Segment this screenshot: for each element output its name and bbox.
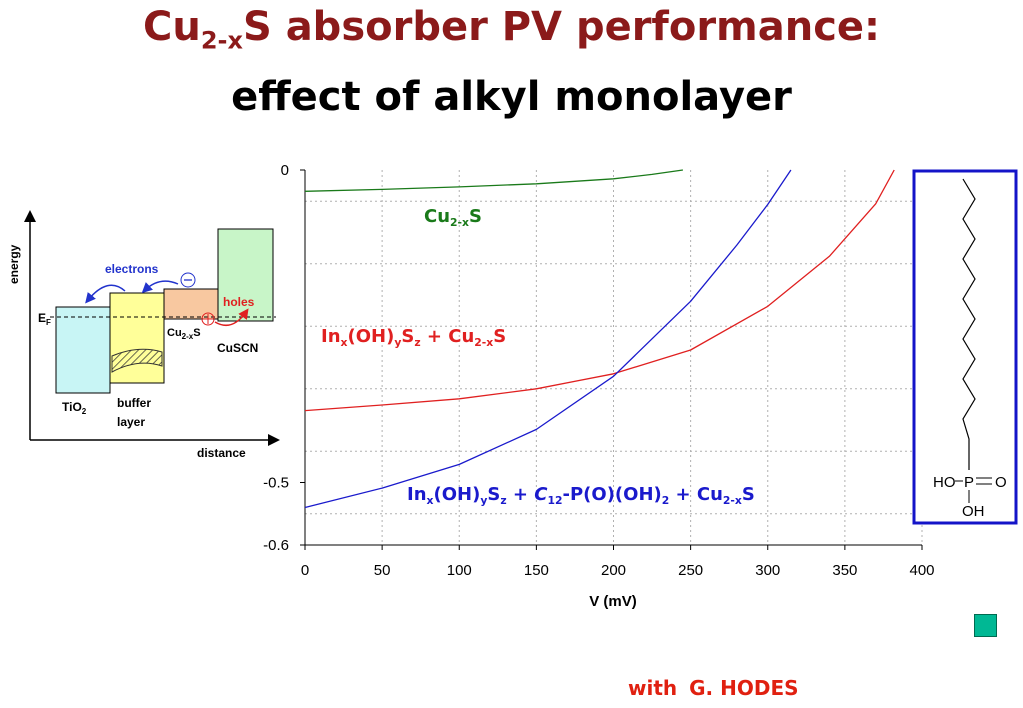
- x-tick-label: 400: [909, 562, 934, 579]
- slide-marker-square: [974, 614, 997, 637]
- y-tick-label: -0.6: [263, 537, 289, 554]
- series-line-0: [304, 169, 683, 192]
- slide-title-line1: Cu2-xS absorber PV performance:: [142, 4, 881, 55]
- hole-icon: [201, 312, 215, 326]
- electron-arrow-1: [85, 284, 126, 304]
- cuscn-layer-label: CuSCN: [217, 341, 258, 355]
- x-tick-label: 200: [601, 562, 626, 579]
- cu2xs-layer-label: Cu2-xS: [167, 327, 201, 341]
- electrons-label: electrons: [105, 262, 159, 276]
- series-line-2: [304, 169, 792, 509]
- buffer-hatch: [111, 348, 163, 373]
- tio2-layer: [55, 306, 111, 394]
- fermi-label: EF: [38, 311, 51, 327]
- cu2xs-layer: [163, 288, 219, 320]
- buffer-layer-label-2: layer: [117, 415, 145, 429]
- series-label-cu2xs: Cu2-xS: [424, 206, 482, 229]
- molecule-frame: [912, 169, 1018, 525]
- molecule-oh: OH: [962, 503, 985, 520]
- molecule-p: P: [964, 474, 974, 491]
- series-label-inoh-c12: Inx(OH)ySz + C12-P(O)(OH)2 + Cu2-xS: [407, 484, 755, 507]
- electron-arrow-2: [141, 280, 179, 294]
- x-tick-label: 250: [678, 562, 703, 579]
- cuscn-layer: [217, 228, 274, 322]
- slide-title-line2: effect of alkyl monolayer: [231, 74, 792, 120]
- electron-icon: [180, 272, 196, 288]
- iv-chart: 0 50 100 150 200 250 300 350 400 0 -0.5 -0.6 V (mV): [263, 162, 934, 610]
- y-tick-label: -0.5: [263, 475, 289, 492]
- tio2-layer-label: TiO2: [62, 400, 87, 416]
- molecule-o: O: [995, 474, 1007, 491]
- band-diagram: energy distance EF electrons holes Cu2-x…: [7, 210, 280, 460]
- credit-line: with G. HODES: [628, 676, 799, 700]
- distance-axis-label: distance: [197, 446, 246, 460]
- x-tick-label: 100: [447, 562, 472, 579]
- y-tick-label: 0: [281, 162, 289, 179]
- hole-arrow: [214, 308, 249, 327]
- x-tick-label: 0: [301, 562, 309, 579]
- alkylphosphonic-acid-structure: HO P O OH: [912, 169, 1018, 525]
- buffer-layer-label: buffer: [117, 396, 151, 410]
- x-tick-label: 350: [832, 562, 857, 579]
- x-axis-label: V (mV): [589, 593, 637, 610]
- series-line-1: [304, 169, 895, 412]
- x-tick-label: 300: [755, 562, 780, 579]
- x-tick-label: 50: [374, 562, 391, 579]
- alkyl-chain: [962, 178, 976, 470]
- buffer-layer: [109, 292, 165, 384]
- molecule-ho: HO: [933, 474, 956, 491]
- holes-label: holes: [223, 295, 255, 309]
- energy-axis-label: energy: [7, 244, 21, 284]
- series-label-inoh: Inx(OH)ySz + Cu2-xS: [321, 326, 507, 349]
- x-tick-label: 150: [524, 562, 549, 579]
